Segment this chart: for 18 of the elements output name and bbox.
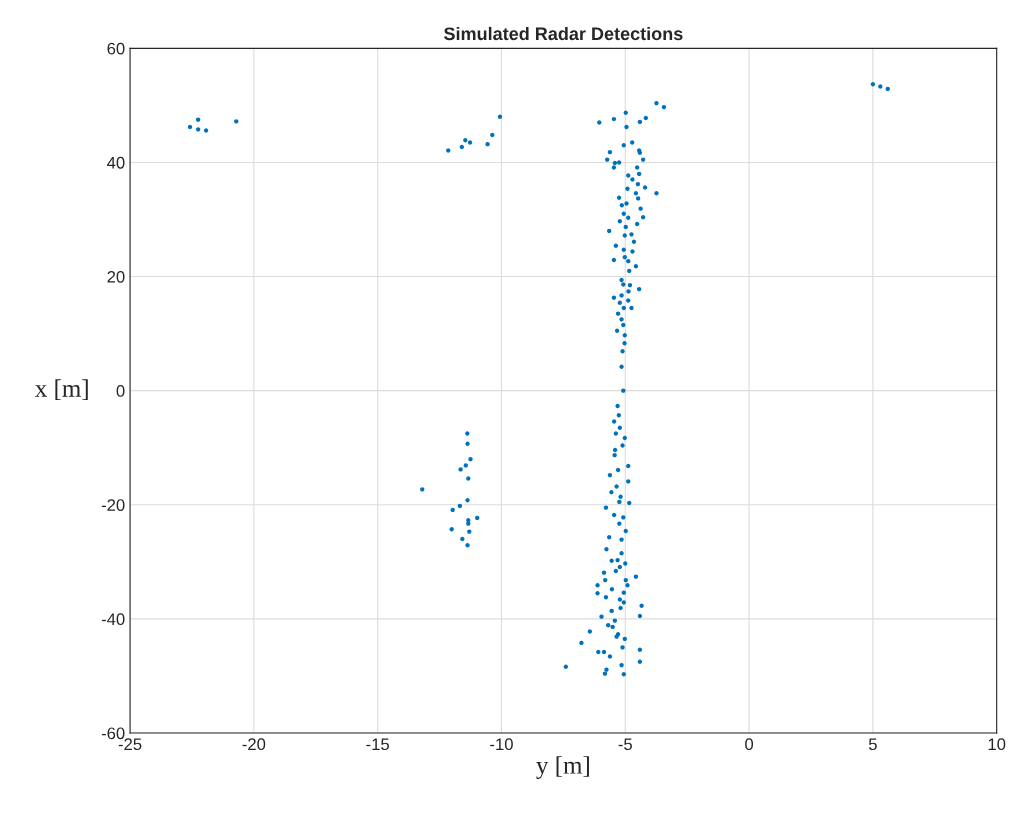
y-tick-label: 0 [116,385,125,397]
y-tick-label: 40 [107,156,125,169]
y-tick-label: -20 [101,499,125,511]
x-tick-label: -15 [366,738,390,751]
x-tick-label: -10 [490,738,513,751]
y-axis-title: x [m] [35,379,88,401]
y-tick-label: 20 [107,270,125,283]
y-tick-label: 60 [107,42,125,55]
y-tick-label: -60 [101,727,125,740]
x-tick-label: -5 [618,738,632,751]
x-tick-label: 0 [745,738,754,751]
x-tick-label: 5 [868,738,877,751]
y-tick-label: -40 [101,613,125,626]
x-tick-label: -20 [242,738,266,751]
x-axis-title: y [m] [536,756,589,779]
chart-title: Simulated Radar Detections [444,26,683,41]
x-tick-label: -25 [118,738,142,751]
x-tick-label: 10 [988,738,1006,751]
